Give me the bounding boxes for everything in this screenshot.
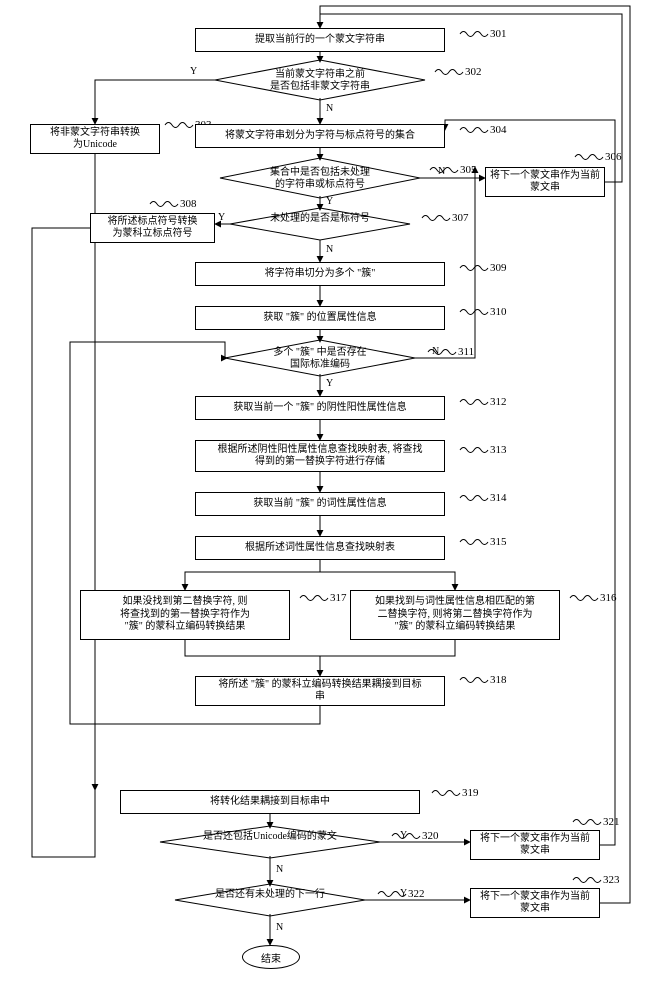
branch-label: N (276, 864, 283, 875)
branch-label: Y (400, 830, 407, 841)
branch-label: Y (326, 378, 333, 389)
flow-diamond-label-d322: 是否还有未处理的下一行 (181, 889, 359, 901)
step-number: 306 (605, 151, 622, 163)
flow-terminal-end: 结束 (242, 945, 300, 969)
step-number: 308 (180, 198, 197, 210)
step-number: 315 (490, 536, 507, 548)
flow-box-b313: 根据所述阴性阳性属性信息查找映射表, 将查找得到的第一替换字符进行存储 (195, 440, 445, 472)
step-number: 323 (603, 874, 620, 886)
branch-label: Y (400, 888, 407, 899)
step-number: 310 (490, 306, 507, 318)
branch-label: N (326, 103, 333, 114)
flow-diamond-d320 (160, 826, 380, 858)
branch-label: N (276, 922, 283, 933)
step-number: 311 (458, 346, 474, 358)
step-number: 307 (452, 212, 469, 224)
step-number: 302 (465, 66, 482, 78)
branch-label: N (438, 166, 445, 177)
flow-box-b321: 将下一个蒙文串作为当前蒙文串 (470, 830, 600, 860)
flow-diamond-d305 (220, 158, 420, 198)
step-number: 322 (408, 888, 425, 900)
branch-label: N (326, 244, 333, 255)
step-number: 313 (490, 444, 507, 456)
step-number: 320 (422, 830, 439, 842)
flow-diamond-d322 (175, 884, 365, 916)
flow-box-b319: 将转化结果耦接到目标串中 (120, 790, 420, 814)
step-number: 312 (490, 396, 507, 408)
flow-box-b314: 获取当前 "簇" 的词性属性信息 (195, 492, 445, 516)
flow-box-b306: 将下一个蒙文串作为当前蒙文串 (485, 167, 605, 197)
flow-diamond-d311 (225, 340, 415, 376)
flow-diamond-d302 (215, 60, 425, 100)
branch-label: Y (218, 212, 225, 223)
branch-label: Y (326, 196, 333, 207)
step-number: 319 (462, 787, 479, 799)
step-number: 305 (460, 164, 477, 176)
flow-box-b312: 获取当前一个 "簇" 的阴性阳性属性信息 (195, 396, 445, 420)
flow-box-b317: 如果没找到第二替换字符, 则将查找到的第一替换字符作为"簇" 的蒙科立编码转换结… (80, 590, 290, 640)
step-number: 321 (603, 816, 620, 828)
flow-box-b323: 将下一个蒙文串作为当前蒙文串 (470, 888, 600, 918)
flow-box-b301: 提取当前行的一个蒙文字符串 (195, 28, 445, 52)
flow-diamond-label-d311: 多个 "簇" 中是否存在国际标准编码 (231, 347, 409, 371)
step-number: 318 (490, 674, 507, 686)
flow-box-b310: 获取 "簇" 的位置属性信息 (195, 306, 445, 330)
step-number: 314 (490, 492, 507, 504)
flow-diamond-d307 (230, 208, 410, 240)
step-number: 309 (490, 262, 507, 274)
flow-box-b316: 如果找到与词性属性信息相匹配的第二替换字符, 则将第二替换字符作为"簇" 的蒙科… (350, 590, 560, 640)
flow-box-b304: 将蒙文字符串划分为字符与标点符号的集合 (195, 124, 445, 148)
step-number: 304 (490, 124, 507, 136)
step-number: 317 (330, 592, 347, 604)
flow-box-b303: 将非蒙文字符串转换为Unicode (30, 124, 160, 154)
flow-diamond-label-d307: 未处理的是否是标符号 (236, 213, 404, 225)
flow-box-b308: 将所述标点符号转换为蒙科立标点符号 (90, 213, 215, 243)
flow-box-b318: 将所述 "簇" 的蒙科立编码转换结果耦接到目标串 (195, 676, 445, 706)
flow-diamond-label-d302: 当前蒙文字符串之前是否包括非蒙文字符串 (221, 69, 419, 93)
flow-diamond-label-d305: 集合中是否包括未处理的字符串或标点符号 (226, 167, 414, 191)
flow-box-b309: 将字符串切分为多个 "簇" (195, 262, 445, 286)
branch-label: N (432, 346, 439, 357)
step-number: 301 (490, 28, 507, 40)
flow-diamond-label-d320: 是否还包括Unicode编码的蒙文 (166, 831, 374, 843)
step-number: 316 (600, 592, 617, 604)
flow-box-b315: 根据所述词性属性信息查找映射表 (195, 536, 445, 560)
branch-label: Y (190, 66, 197, 77)
